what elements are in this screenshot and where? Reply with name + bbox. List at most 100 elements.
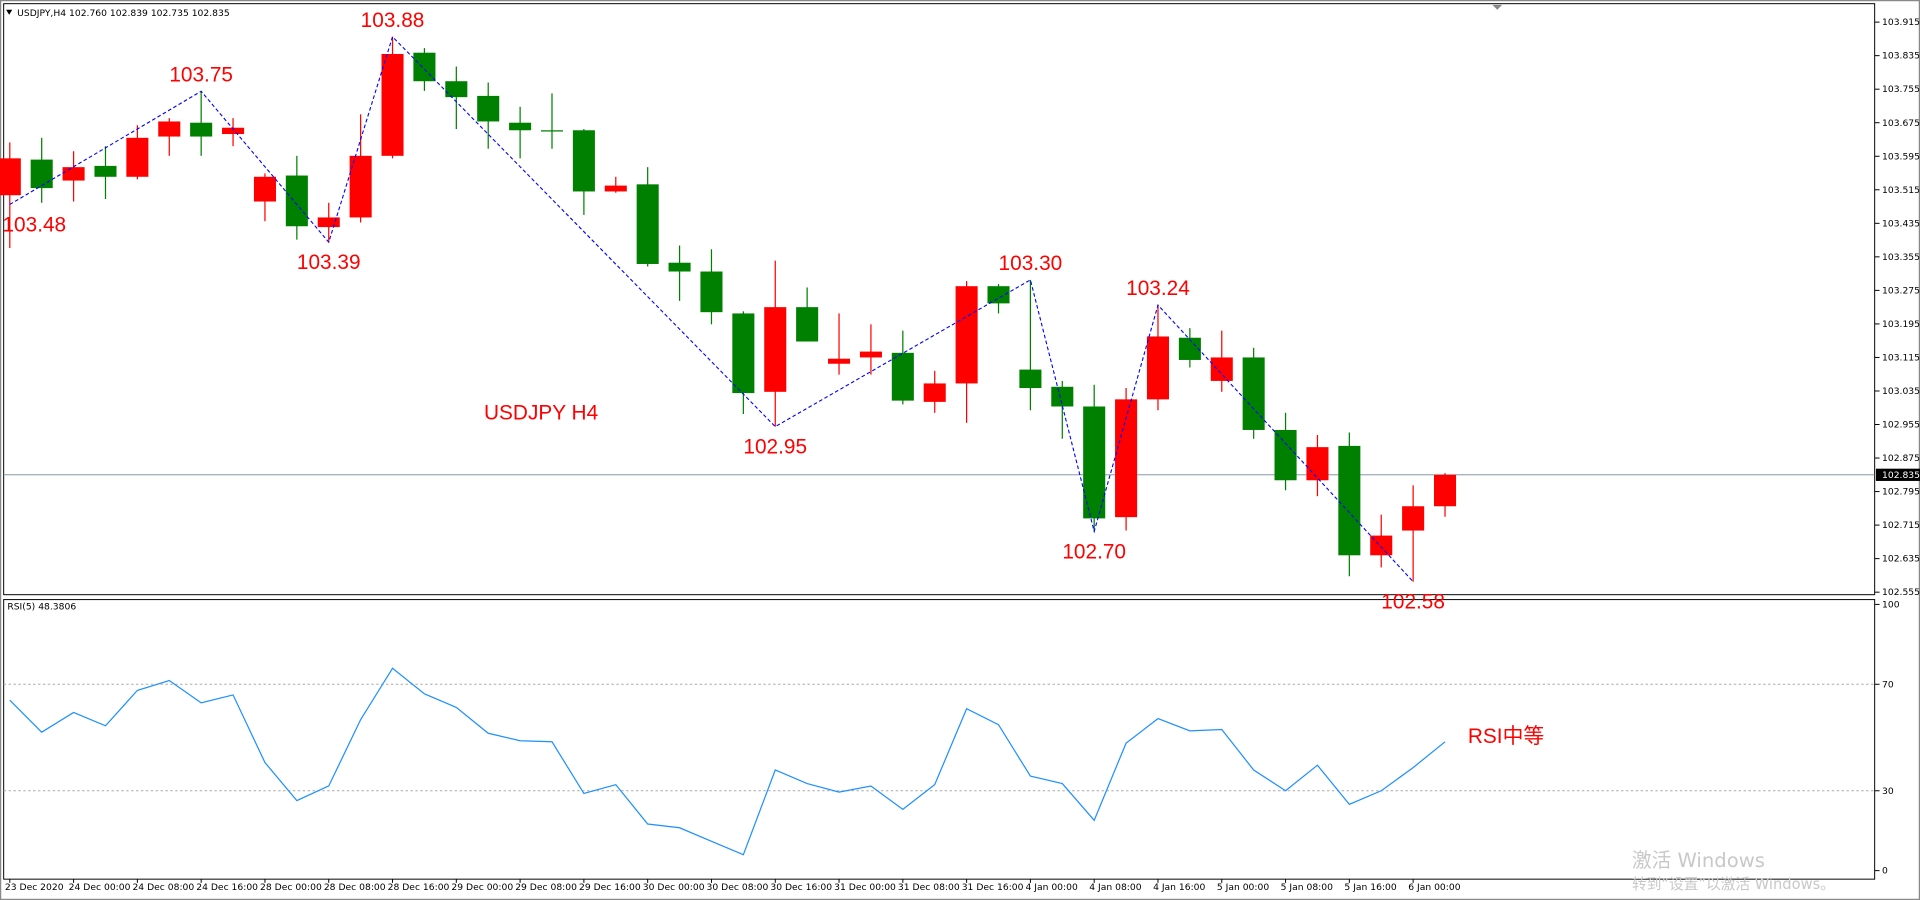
y-tick-label: 0 xyxy=(1882,866,1888,877)
candle-body xyxy=(1274,429,1297,481)
shift-marker xyxy=(1492,4,1503,10)
candle-body xyxy=(1115,399,1138,518)
bid-label-box xyxy=(1875,468,1920,481)
y-tick-label: 102.635 xyxy=(1882,554,1920,565)
zigzag-label: 102.58 xyxy=(1381,591,1445,614)
x-tick-label: 28 Dec 00:00 xyxy=(260,882,322,893)
zigzag-label: 103.48 xyxy=(2,213,66,236)
zigzag-label: 103.88 xyxy=(361,9,425,32)
candle-body xyxy=(859,351,882,358)
candle-body xyxy=(923,383,946,402)
candle-body xyxy=(572,130,595,192)
y-tick-label: 102.795 xyxy=(1882,487,1920,498)
y-tick-label: 103.355 xyxy=(1882,252,1920,263)
candle-body xyxy=(30,159,53,189)
x-tick-label: 28 Dec 16:00 xyxy=(388,882,450,893)
x-tick-label: 30 Dec 00:00 xyxy=(643,882,705,893)
main-panel xyxy=(3,3,1876,596)
x-tick-label: 5 Jan 00:00 xyxy=(1217,882,1269,893)
candle-body xyxy=(222,127,245,135)
x-tick-label: 24 Dec 00:00 xyxy=(69,882,131,893)
candle-body xyxy=(1242,357,1265,430)
candle-body xyxy=(1019,369,1042,389)
x-tick-label: 30 Dec 08:00 xyxy=(707,882,769,893)
y-tick-label: 100 xyxy=(1882,599,1900,610)
y-tick-label: 30 xyxy=(1882,786,1894,797)
candle-body xyxy=(381,53,404,156)
candle-body xyxy=(700,271,723,313)
rsi-line xyxy=(9,667,1446,856)
candle-body xyxy=(285,175,308,227)
x-tick-label: 5 Jan 16:00 xyxy=(1344,882,1396,893)
x-tick-label: 24 Dec 16:00 xyxy=(196,882,258,893)
candle-body xyxy=(1178,337,1201,360)
x-tick-label: 29 Dec 08:00 xyxy=(515,882,577,893)
candle-body xyxy=(1402,506,1425,531)
candle-body xyxy=(1338,445,1361,556)
y-tick-label: 103.195 xyxy=(1882,319,1920,330)
x-tick-label: 4 Jan 08:00 xyxy=(1089,882,1141,893)
zigzag-label: 103.75 xyxy=(169,63,233,86)
zigzag-line xyxy=(9,35,1414,583)
candle-body xyxy=(349,155,372,218)
candle-body xyxy=(732,313,755,394)
x-tick-label: 29 Dec 00:00 xyxy=(451,882,513,893)
x-tick-label: 31 Dec 08:00 xyxy=(898,882,960,893)
candle-body xyxy=(604,185,627,192)
candle-body xyxy=(955,286,978,384)
candle-body xyxy=(636,184,659,264)
y-tick-label: 102.955 xyxy=(1882,420,1920,431)
candle-body xyxy=(0,158,21,196)
y-tick-label: 103.115 xyxy=(1882,353,1920,364)
y-tick-label: 103.035 xyxy=(1882,386,1920,397)
x-tick-label: 28 Dec 08:00 xyxy=(324,882,386,893)
candle-body xyxy=(413,52,436,82)
x-tick-label: 23 Dec 2020 xyxy=(5,882,64,893)
candle-body xyxy=(62,167,85,181)
zigzag-label: 103.39 xyxy=(297,251,361,274)
candle-body xyxy=(1210,357,1233,381)
candle-body xyxy=(1083,406,1106,519)
candle-body xyxy=(94,165,117,177)
y-tick-label: 102.715 xyxy=(1882,520,1920,531)
rsi-title: RSI(5) 48.3806 xyxy=(7,601,76,612)
x-tick-label: 4 Jan 16:00 xyxy=(1153,882,1205,893)
candle-body xyxy=(477,95,500,122)
y-tick-label: 70 xyxy=(1882,679,1894,690)
y-tick-label: 103.835 xyxy=(1882,51,1920,62)
y-tick-label: 102.555 xyxy=(1882,587,1920,598)
watermark-title: 激活 Windows xyxy=(1632,849,1765,872)
candle-body xyxy=(828,358,851,364)
menu-arrow[interactable] xyxy=(6,9,13,15)
x-tick-label: 31 Dec 00:00 xyxy=(834,882,896,893)
x-tick-label: 31 Dec 16:00 xyxy=(962,882,1024,893)
y-tick-label: 103.915 xyxy=(1882,17,1920,28)
x-tick-label: 24 Dec 08:00 xyxy=(132,882,194,893)
candle-body xyxy=(987,286,1010,304)
candle-body xyxy=(668,262,691,272)
zigzag-label: 103.30 xyxy=(999,252,1063,275)
x-tick-label: 6 Jan 00:00 xyxy=(1408,882,1460,893)
y-tick-label: 102.875 xyxy=(1882,453,1920,464)
x-tick-label: 30 Dec 16:00 xyxy=(770,882,832,893)
watermark-text: 转到“设置”以激活 Windows。 xyxy=(1632,876,1835,893)
y-tick-label: 103.755 xyxy=(1882,84,1920,95)
candle-body xyxy=(1146,336,1170,400)
candle-body xyxy=(1306,447,1329,481)
candle-body xyxy=(158,121,181,137)
y-tick-label: 103.275 xyxy=(1882,285,1920,296)
y-tick-label: 103.435 xyxy=(1882,218,1920,229)
y-tick-label: 103.675 xyxy=(1882,118,1920,129)
y-tick-label: 103.595 xyxy=(1882,151,1920,162)
candle-body xyxy=(891,352,914,401)
chart-annotation: USDJPY H4 xyxy=(484,401,598,424)
x-tick-label: 5 Jan 08:00 xyxy=(1281,882,1333,893)
candle-body xyxy=(1433,474,1457,507)
zigzag-label: 102.95 xyxy=(743,436,807,459)
zigzag-label: 103.24 xyxy=(1126,277,1190,300)
candle-body xyxy=(126,137,149,177)
candle-body xyxy=(796,307,819,342)
